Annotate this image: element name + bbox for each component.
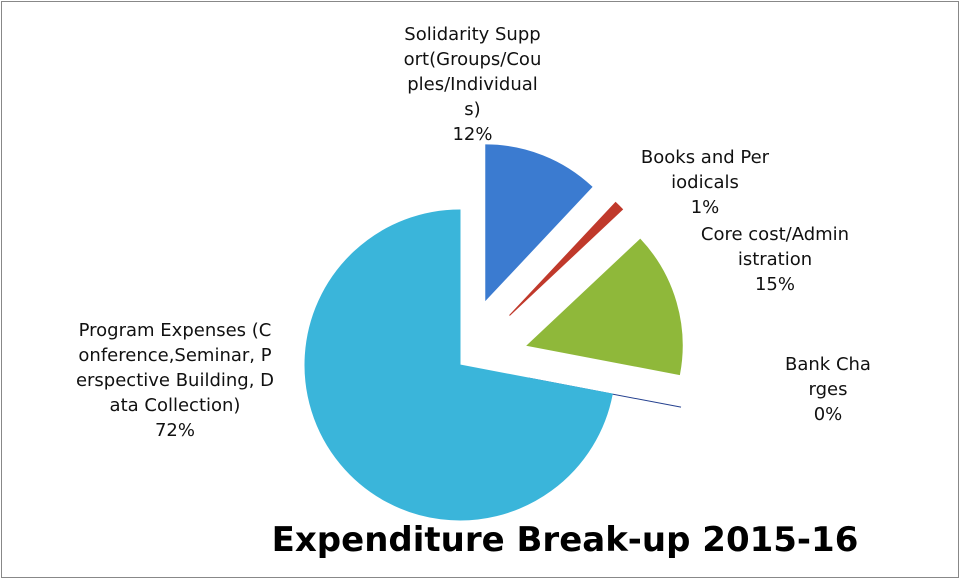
pie-slice — [485, 144, 593, 302]
value-label: 72% — [154, 420, 195, 441]
slice-label: Books and Periodicals 1% — [640, 145, 770, 220]
chart-title: Expenditure Break-up 2015-16 — [271, 520, 859, 560]
value-label: 0% — [813, 404, 843, 425]
value-label: 1% — [690, 197, 720, 218]
category-label: Core cost/Administration — [700, 224, 850, 270]
slice-label: Program Expenses (Conference,Seminar, Pe… — [75, 318, 275, 443]
slice-label: Bank Charges 0% — [783, 352, 873, 427]
category-label: Books and Periodicals — [640, 147, 770, 193]
value-label: 12% — [452, 124, 493, 145]
pie-slice — [509, 201, 624, 316]
value-label: 15% — [754, 274, 795, 295]
pie-slice — [526, 238, 683, 376]
category-label: Bank Charges — [785, 354, 871, 400]
category-label: Solidarity Support(Groups/Couples/Indivi… — [403, 24, 542, 120]
slice-label: Solidarity Support(Groups/Couples/Indivi… — [400, 22, 545, 147]
category-label: Program Expenses (Conference,Seminar, Pe… — [75, 320, 275, 416]
slice-label: Core cost/Administration 15% — [700, 222, 850, 297]
pie-slice — [304, 209, 613, 521]
